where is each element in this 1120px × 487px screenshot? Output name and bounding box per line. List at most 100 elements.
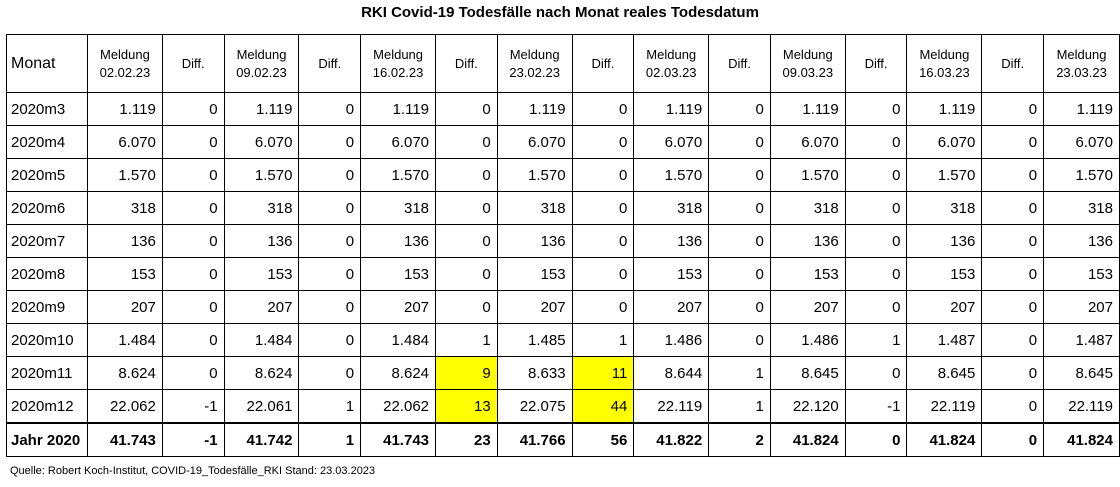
diff-cell: 0: [298, 92, 362, 126]
value-cell: 136: [1043, 224, 1120, 258]
diff-cell: 0: [298, 158, 362, 192]
value-cell: 1.486: [769, 323, 846, 357]
value-cell: 1.570: [1043, 158, 1120, 192]
value-cell: 22.062: [360, 389, 437, 424]
diff-cell: 0: [708, 92, 771, 126]
value-cell: 207: [633, 290, 710, 324]
diff-cell: 0: [844, 290, 908, 324]
value-cell: 8.644: [633, 356, 710, 390]
value-cell: 136: [496, 224, 573, 258]
column-header-line2: 09.03.23: [782, 64, 834, 80]
table-row: 2020m8 153 0 153 0 153 0 153 0 153 0 153 0 153 0 153: [6, 257, 1120, 291]
value-cell: 22.119: [633, 389, 710, 424]
value-cell: 22.062: [86, 389, 163, 424]
column-header-line2: 02.03.23: [645, 64, 697, 80]
value-cell: 1.119: [633, 92, 710, 126]
diff-cell: 0: [161, 257, 225, 291]
value-cell: 153: [906, 257, 983, 291]
value-cell: 318: [360, 191, 437, 225]
column-header-line1: Meldung: [782, 46, 833, 62]
value-cell: 8.633: [496, 356, 573, 390]
diff-cell: 11: [571, 356, 635, 390]
diff-cell: 0: [161, 125, 225, 159]
value-cell: 207: [1043, 290, 1120, 324]
column-header-line1: Meldung: [373, 46, 424, 62]
diff-cell: 0: [161, 356, 225, 390]
diff-cell: 0: [844, 224, 908, 258]
value-cell: 207: [769, 290, 846, 324]
diff-cell: 0: [161, 191, 225, 225]
value-cell: 1.570: [906, 158, 983, 192]
diff-cell: 13: [435, 389, 498, 424]
diff-cell: 0: [571, 92, 635, 126]
diff-cell: 0: [844, 125, 908, 159]
diff-cell: 0: [844, 158, 908, 192]
column-header-line1: Meldung: [1056, 46, 1107, 62]
column-header: Diff.: [708, 34, 771, 93]
row-label: 2020m9: [6, 290, 88, 324]
value-cell: 136: [223, 224, 300, 258]
row-label: Jahr 2020: [6, 422, 88, 457]
row-label: 2020m11: [6, 356, 88, 390]
value-cell: 207: [906, 290, 983, 324]
value-cell: 136: [360, 224, 437, 258]
value-cell: 1.484: [360, 323, 437, 357]
value-cell: 136: [633, 224, 710, 258]
value-cell: 41.822: [633, 422, 710, 457]
value-cell: 1.570: [496, 158, 573, 192]
value-cell: 41.766: [496, 422, 573, 457]
value-cell: 1.119: [360, 92, 437, 126]
diff-cell: 23: [435, 422, 498, 457]
diff-cell: 0: [571, 191, 635, 225]
diff-cell: 56: [571, 422, 635, 457]
diff-cell: 1: [708, 356, 771, 390]
diff-cell: 0: [981, 290, 1045, 324]
diff-cell: 1: [435, 323, 498, 357]
diff-cell: 0: [571, 224, 635, 258]
value-cell: 318: [633, 191, 710, 225]
deaths-table: Monat Meldung 02.02.23 Diff. Meldung 09.02.23…: [6, 34, 1120, 457]
column-header-line1: Meldung: [99, 46, 150, 62]
value-cell: 153: [633, 257, 710, 291]
value-cell: 22.119: [906, 389, 983, 424]
diff-cell: 0: [435, 125, 498, 159]
value-cell: 41.824: [1043, 422, 1120, 457]
value-cell: 41.824: [906, 422, 983, 457]
column-header-line1: Diff.: [454, 55, 478, 71]
diff-cell: 0: [298, 191, 362, 225]
diff-cell: 0: [981, 125, 1045, 159]
diff-cell: 0: [981, 92, 1045, 126]
column-header-line1: Diff.: [591, 55, 615, 71]
column-header-line2: 02.02.23: [99, 64, 151, 80]
row-label: 2020m6: [6, 191, 88, 225]
diff-cell: 0: [161, 323, 225, 357]
diff-cell: 0: [435, 92, 498, 126]
value-cell: 6.070: [496, 125, 573, 159]
table-row: 2020m4 6.070 0 6.070 0 6.070 0 6.070 0 6.070 0 6.07…: [6, 125, 1120, 159]
diff-cell: 44: [571, 389, 635, 424]
diff-cell: 0: [708, 290, 771, 324]
value-cell: 8.645: [906, 356, 983, 390]
column-header-line1: Diff.: [728, 55, 751, 71]
value-cell: 136: [769, 224, 846, 258]
diff-cell: 0: [435, 290, 498, 324]
row-label: 2020m8: [6, 257, 88, 291]
diff-cell: 1: [708, 389, 771, 424]
value-cell: 207: [360, 290, 437, 324]
diff-cell: 0: [981, 158, 1045, 192]
column-header: Diff.: [435, 34, 498, 93]
diff-cell: 0: [298, 224, 362, 258]
diff-cell: 0: [981, 257, 1045, 291]
diff-cell: 0: [161, 158, 225, 192]
diff-cell: 0: [298, 323, 362, 357]
value-cell: 41.743: [86, 422, 163, 457]
column-header: Meldung 16.03.23: [906, 34, 983, 93]
diff-cell: 1: [571, 323, 635, 357]
diff-cell: 0: [298, 356, 362, 390]
diff-cell: 0: [571, 290, 635, 324]
value-cell: 318: [1043, 191, 1120, 225]
value-cell: 207: [86, 290, 163, 324]
value-cell: 22.120: [769, 389, 846, 424]
column-header: Diff.: [844, 34, 908, 93]
row-label: 2020m10: [6, 323, 88, 357]
